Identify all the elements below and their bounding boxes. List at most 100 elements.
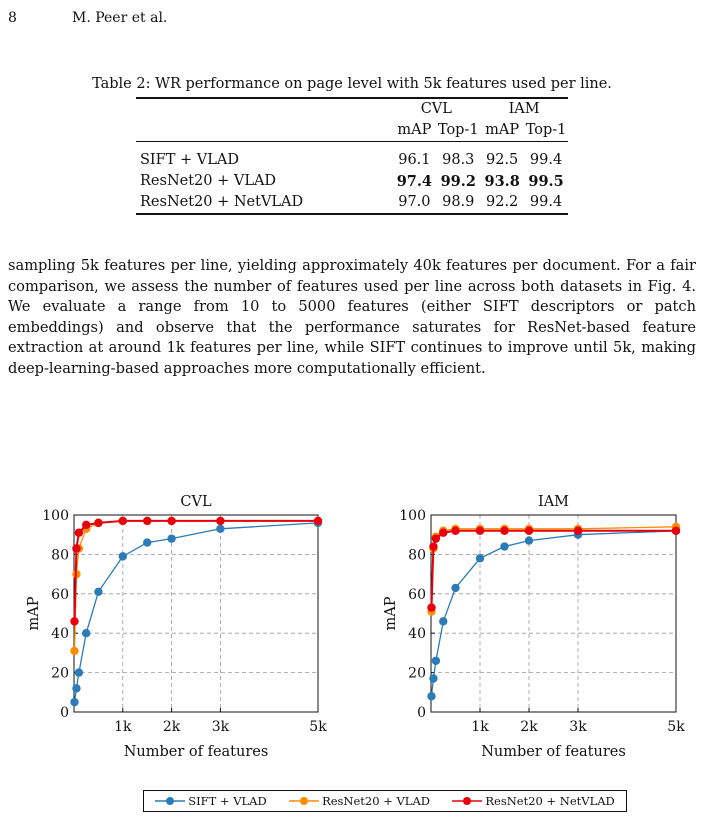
data-point xyxy=(431,534,441,543)
table-column-header: mAP Top-1 mAP Top-1 xyxy=(136,120,568,142)
data-point xyxy=(671,526,681,535)
data-point xyxy=(72,544,81,553)
y-tick-label: 0 xyxy=(60,705,69,721)
data-point xyxy=(143,538,152,547)
legend-label: ResNet20 + NetVLAD xyxy=(485,794,615,808)
data-point xyxy=(439,617,448,626)
y-tick-label: 100 xyxy=(399,508,426,524)
data-point xyxy=(74,668,84,677)
data-point xyxy=(143,516,152,526)
data-point xyxy=(94,587,103,597)
group-header-iam: IAM xyxy=(480,97,568,120)
x-tick-label: 2k xyxy=(520,719,538,735)
x-tick-label: 3k xyxy=(212,719,230,735)
x-tick-label: 1k xyxy=(114,719,132,735)
series-line xyxy=(430,530,677,697)
y-axis-label: mAP xyxy=(26,596,42,630)
data-point xyxy=(451,583,460,593)
data-point xyxy=(524,526,534,535)
y-tick-label: 100 xyxy=(42,508,69,524)
data-point xyxy=(70,697,79,707)
legend-label: SIFT + VLAD xyxy=(188,794,267,808)
series-line xyxy=(73,519,318,622)
x-tick-label: 5k xyxy=(309,719,327,735)
legend-item-sift-vlad: SIFT + VLAD xyxy=(155,794,267,808)
y-axis-label: mAP xyxy=(383,596,399,630)
value-cell: 92.2 xyxy=(480,192,525,215)
method-cell: ResNet20 + VLAD xyxy=(140,173,277,189)
value-cell: 96.1 xyxy=(398,152,431,168)
series-line xyxy=(73,522,319,703)
series-line xyxy=(73,520,318,651)
plot-frame xyxy=(73,514,319,713)
data-point xyxy=(82,520,91,530)
legend-marker-icon xyxy=(289,797,320,805)
legend-item-resnet-netvlad: ResNet20 + NetVLAD xyxy=(452,794,615,808)
data-point xyxy=(74,528,84,537)
table-group-header: CVL IAM xyxy=(136,97,568,120)
y-tick-label: 80 xyxy=(51,547,69,563)
data-point xyxy=(427,603,436,612)
value-cell: 98.9 xyxy=(436,192,481,215)
y-tick-label: 0 xyxy=(417,705,426,721)
value-cell-best: 93.8 xyxy=(484,173,520,190)
value-cell-best: 99.2 xyxy=(440,173,476,190)
results-table: CVL IAM mAP Top-1 mAP Top-1 SIFT + VLAD … xyxy=(136,97,568,215)
table-caption: Table 2: WR performance on page level wi… xyxy=(92,76,612,92)
x-tick-label: 2k xyxy=(163,719,181,735)
value-cell-best: 97.4 xyxy=(396,173,433,190)
x-tick-label: 3k xyxy=(569,719,587,735)
column-header: mAP xyxy=(392,120,437,142)
data-point xyxy=(429,674,438,683)
column-header: Top-1 xyxy=(524,120,568,142)
method-cell: ResNet20 + NetVLAD xyxy=(136,192,393,215)
value-cell: 99.4 xyxy=(524,192,568,215)
data-point xyxy=(439,528,448,537)
chart-title: CVL xyxy=(180,494,212,510)
data-point xyxy=(72,684,81,693)
body-paragraph: sampling 5k features per line, yielding … xyxy=(8,256,696,379)
value-cell: 99.4 xyxy=(529,152,563,168)
page-number: 8 xyxy=(8,10,17,26)
method-cell: SIFT + VLAD xyxy=(140,152,239,168)
y-tick-label: 80 xyxy=(408,547,426,563)
table-row: SIFT + VLAD 96.1 98.3 92.5 99.4 xyxy=(136,150,568,171)
legend-marker-icon xyxy=(155,797,186,805)
column-header: Top-1 xyxy=(436,120,481,142)
data-point xyxy=(216,516,225,526)
page-header: 8 M. Peer et al. xyxy=(8,10,167,26)
data-point xyxy=(431,656,441,665)
data-point xyxy=(118,516,128,526)
chart-legend: SIFT + VLAD ResNet20 + VLAD ResNet20 + N… xyxy=(143,790,627,812)
data-point xyxy=(94,518,103,528)
data-point xyxy=(118,552,128,561)
data-point xyxy=(167,534,176,543)
y-tick-label: 40 xyxy=(408,626,426,642)
x-axis-label: Number of features xyxy=(481,744,626,760)
legend-label: ResNet20 + VLAD xyxy=(322,794,430,808)
legend-item-resnet-vlad: ResNet20 + VLAD xyxy=(289,794,430,808)
data-point xyxy=(82,629,91,638)
data-point xyxy=(429,542,438,551)
y-tick-label: 40 xyxy=(51,626,69,642)
group-header-cvl: CVL xyxy=(392,97,481,120)
y-tick-label: 20 xyxy=(408,666,426,682)
series-line xyxy=(430,529,676,608)
legend-marker-icon xyxy=(452,797,483,805)
data-point xyxy=(313,516,323,526)
data-point xyxy=(451,526,460,535)
value-cell-best: 99.5 xyxy=(528,173,564,190)
data-point xyxy=(475,554,485,563)
series-line xyxy=(430,526,677,612)
data-point xyxy=(500,526,509,535)
data-point xyxy=(70,617,79,626)
plot-frame xyxy=(430,514,677,713)
data-point xyxy=(500,542,509,551)
table-row: ResNet20 + VLAD 97.4 99.2 93.8 99.5 xyxy=(136,171,568,192)
y-tick-label: 60 xyxy=(408,587,426,603)
y-tick-label: 20 xyxy=(51,666,69,682)
data-point xyxy=(475,526,485,535)
data-point xyxy=(70,646,79,656)
body-text: sampling 5k features per line, yielding … xyxy=(8,257,696,377)
